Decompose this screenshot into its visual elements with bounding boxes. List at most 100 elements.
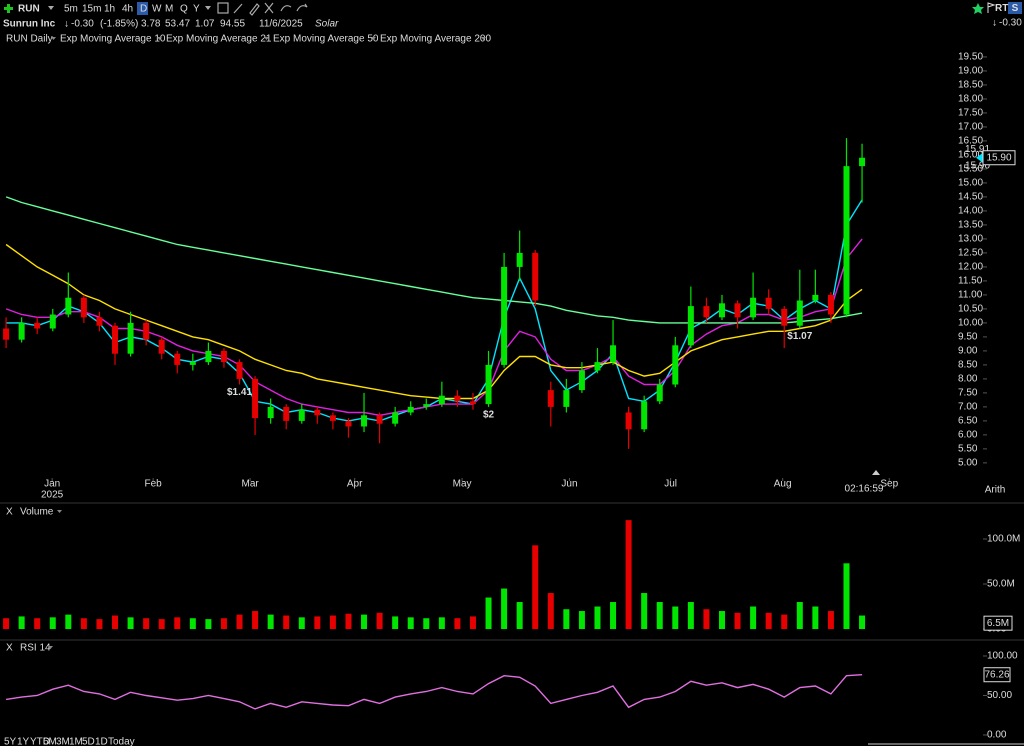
y-tick-label: 15.50 [958, 164, 983, 175]
legend-dropdown[interactable] [264, 37, 269, 40]
volume-bar [205, 619, 212, 630]
candle-body [252, 378, 259, 419]
candle-body [314, 409, 321, 416]
volume-bar [781, 614, 788, 630]
volume-bar [859, 615, 866, 630]
candle-body [376, 415, 383, 424]
candle-body [625, 412, 632, 430]
candle-body [827, 294, 834, 315]
candle-body [80, 297, 87, 318]
candle-body [656, 384, 663, 402]
range-button[interactable]: Today [108, 737, 135, 746]
candle-body [143, 322, 150, 340]
volume-bar [127, 617, 134, 630]
scale-mode[interactable]: Arith [985, 485, 1006, 496]
active-timeframe[interactable] [137, 2, 148, 15]
y-tick-label: 16.00 [958, 150, 983, 161]
add-symbol-icon[interactable] [4, 4, 13, 13]
timeframe[interactable]: 5m [64, 4, 78, 15]
y-tick-label: 8.00 [958, 374, 978, 385]
legend-dropdown[interactable] [157, 37, 162, 40]
panel-dropdown[interactable] [48, 646, 53, 649]
candle-body [563, 390, 570, 407]
timeframe[interactable]: Y [193, 4, 200, 15]
candle-body [765, 297, 772, 309]
flag-icon[interactable] [987, 2, 996, 13]
watch-star[interactable] [972, 3, 984, 14]
y-tick-label: 13.50 [958, 220, 983, 231]
symbol-dropdown[interactable] [48, 6, 54, 10]
timeframe[interactable]: D [140, 4, 147, 15]
candle-body [96, 317, 103, 326]
volume-bar [594, 606, 601, 630]
volume-bar [267, 614, 274, 630]
panel-title: Volume [20, 507, 54, 518]
legend-dropdown[interactable] [481, 37, 486, 40]
x-tick-label: Jul [664, 479, 677, 490]
symbol[interactable]: RUN [18, 4, 40, 15]
tool-icons[interactable] [217, 2, 308, 16]
y-tick-label: 7.50 [958, 388, 978, 399]
range-button[interactable]: 1D [95, 737, 108, 746]
candle-body [34, 322, 41, 329]
y-tick-label: 5.00 [958, 458, 978, 469]
volume-bar [625, 520, 632, 630]
timeframe[interactable]: M [165, 4, 173, 15]
badge-letter: S [1012, 3, 1019, 14]
volume-bar [65, 614, 72, 630]
volume-bar [3, 618, 10, 630]
candle-body [392, 412, 399, 424]
y-tick-label: 9.00 [958, 346, 978, 357]
y-tick-label: 0.00 [987, 730, 1007, 741]
candle-body [174, 353, 181, 365]
timeframe[interactable]: 1h [104, 4, 115, 15]
settings-badge[interactable] [1008, 2, 1022, 14]
legend-dropdown[interactable] [51, 37, 56, 40]
timeframe[interactable]: W [152, 4, 162, 15]
timeframe[interactable]: 15m [82, 4, 101, 15]
right-change: -0.30 [999, 18, 1022, 29]
range-button[interactable]: 3M [56, 737, 70, 746]
event-marker: $1.07 [787, 331, 812, 342]
y-tick-label: 17.50 [958, 108, 983, 119]
down-arrow: ↓ [64, 19, 69, 30]
last-price-label: 15.90 [986, 152, 1011, 163]
quote-stat: 53.47 [165, 19, 190, 30]
candle-body [283, 406, 290, 421]
legend-entry: Exp Moving Average 50 [273, 34, 379, 45]
candle-body [3, 328, 10, 340]
range-button[interactable]: 1Y [17, 737, 30, 746]
candle-body [189, 362, 196, 365]
volume-bar [469, 616, 476, 630]
quote-stat: 3.78 [141, 19, 161, 30]
panel-close[interactable]: X [6, 643, 13, 654]
candle-body [594, 362, 601, 371]
range-button[interactable]: 5D [82, 737, 95, 746]
y-tick-label: 17.00 [958, 122, 983, 133]
candle-body [127, 322, 134, 354]
volume-bar [827, 611, 834, 630]
panel-dropdown[interactable] [57, 510, 62, 513]
range-button[interactable]: YTD [30, 737, 50, 746]
candle-body [298, 409, 305, 421]
timer-arrow [872, 470, 880, 475]
volume-bar [376, 612, 383, 630]
volume-bar [314, 616, 321, 630]
candle-body [49, 314, 56, 329]
legend-dropdown[interactable] [371, 37, 376, 40]
volume-bar [765, 612, 772, 630]
range-button[interactable]: 5Y [4, 737, 17, 746]
price-change-pct: (-1.85%) [100, 19, 138, 30]
range-button[interactable]: 1M [69, 737, 83, 746]
panel-close[interactable]: X [6, 507, 13, 518]
timeframe-dropdown[interactable] [205, 6, 211, 10]
x-tick-label: Apr [347, 479, 363, 490]
volume-tag-label: 6.5M [987, 618, 1009, 629]
candle-body [718, 303, 725, 318]
range-button[interactable]: 6M [43, 737, 57, 746]
timeframe[interactable]: Q [180, 4, 188, 15]
last-price-pointer [976, 152, 983, 163]
timeframe[interactable]: 4h [122, 4, 133, 15]
y-tick-label: 12.50 [958, 248, 983, 259]
candle-body [750, 297, 757, 318]
